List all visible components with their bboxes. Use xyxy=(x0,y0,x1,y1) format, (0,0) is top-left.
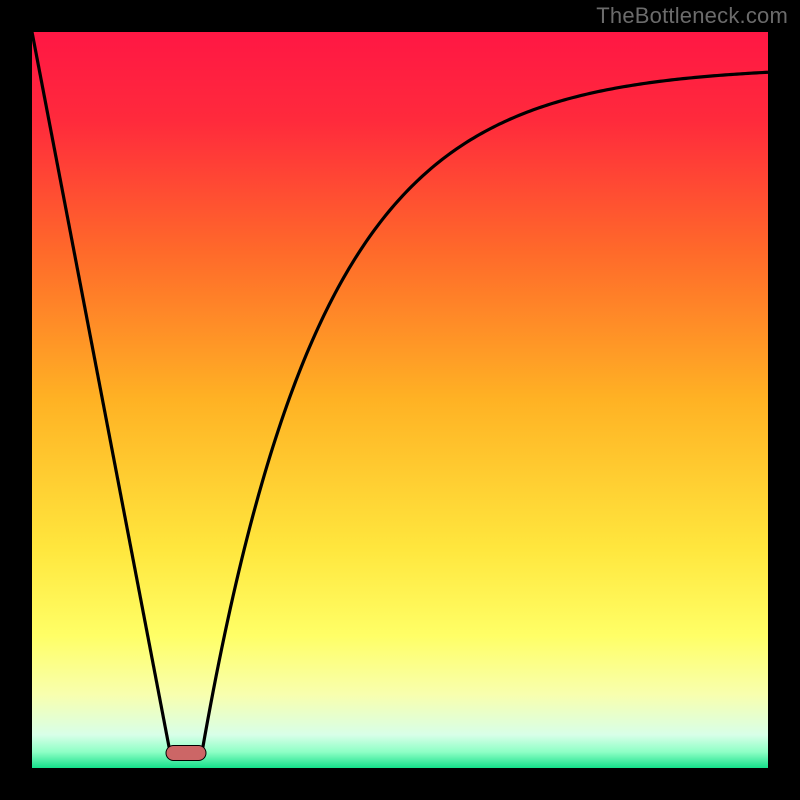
plot-area xyxy=(32,32,768,768)
watermark-text: TheBottleneck.com xyxy=(596,3,788,29)
marker-pill xyxy=(166,746,206,761)
plot-svg xyxy=(32,32,768,768)
gradient-fill xyxy=(32,32,768,768)
figure-container: TheBottleneck.com xyxy=(0,0,800,800)
